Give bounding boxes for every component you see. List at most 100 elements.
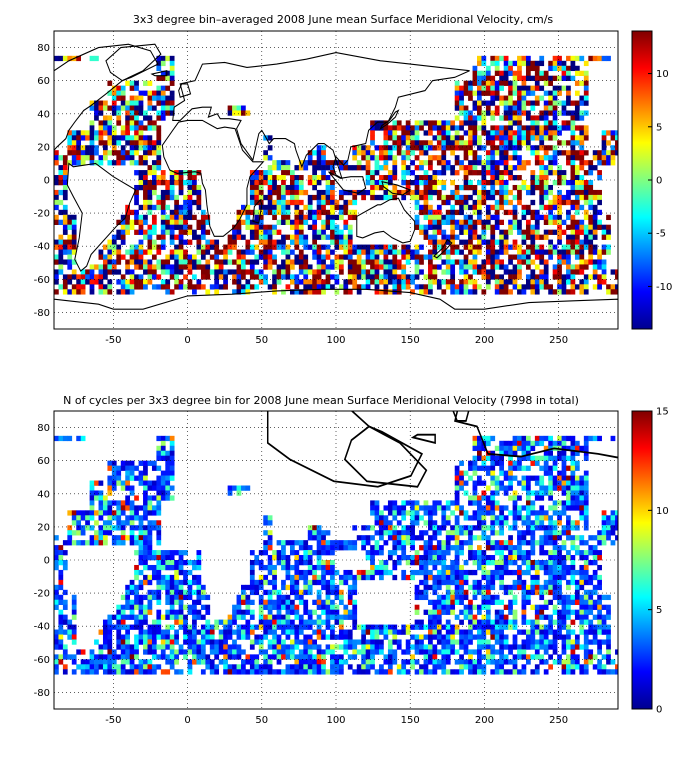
cycles-bin: [347, 609, 353, 615]
velocity-bin: [481, 145, 487, 151]
velocity-bin: [517, 184, 522, 191]
cycles-bin: [80, 435, 86, 442]
cycles-bin: [525, 495, 531, 501]
velocity-bin: [419, 125, 424, 131]
cycles-bin: [102, 510, 108, 516]
velocity-bin: [325, 189, 331, 196]
cycles-bin: [552, 560, 558, 566]
velocity-bin: [459, 90, 464, 96]
velocity-bin: [160, 75, 166, 81]
velocity-bin: [147, 100, 153, 106]
cycles-bin: [156, 500, 162, 506]
cycles-bin: [561, 500, 567, 506]
cycles-bin: [312, 550, 317, 556]
cycles-bin: [116, 604, 122, 610]
velocity-bin: [281, 199, 286, 206]
cycles-bin: [156, 555, 162, 561]
cycles-bin: [503, 584, 509, 591]
velocity-bin: [468, 140, 473, 146]
velocity-bin: [214, 279, 220, 285]
velocity-bin: [392, 145, 398, 151]
velocity-bin: [481, 269, 487, 275]
velocity-bin: [232, 259, 237, 265]
velocity-bin: [143, 259, 148, 265]
cycles-bin: [494, 445, 500, 452]
velocity-bin: [379, 155, 384, 161]
velocity-bin: [499, 80, 505, 86]
velocity-bin: [570, 264, 576, 270]
cycles-bin: [85, 510, 90, 516]
colorbar-tick-label: 5: [656, 122, 662, 133]
cycles-bin: [477, 589, 482, 596]
cycles-bin: [361, 540, 366, 546]
velocity-bin: [485, 269, 491, 275]
velocity-bin: [89, 289, 95, 295]
cycles-bin: [566, 604, 571, 610]
velocity-bin: [445, 160, 451, 166]
velocity-bin: [419, 160, 424, 166]
cycles-bin: [196, 574, 202, 581]
velocity-bin: [330, 180, 335, 186]
velocity-bin: [539, 145, 545, 151]
velocity-bin: [552, 160, 558, 166]
cycles-bin: [606, 614, 611, 620]
velocity-bin: [54, 244, 59, 250]
cycles-bin: [143, 604, 148, 610]
cycles-bin: [499, 584, 505, 591]
cycles-bin: [579, 500, 585, 506]
velocity-bin: [187, 194, 193, 201]
velocity-bin: [80, 274, 86, 280]
velocity-bin: [356, 254, 362, 260]
cycles-bin: [396, 540, 402, 546]
velocity-bin: [89, 155, 95, 161]
velocity-bin: [485, 224, 491, 230]
velocity-bin: [534, 115, 540, 121]
cycles-bin: [129, 490, 135, 496]
cycles-bin: [196, 589, 202, 596]
velocity-bin: [138, 140, 144, 146]
cycles-bin: [508, 599, 513, 605]
cycles-bin: [472, 460, 478, 466]
cycles-bin: [285, 594, 291, 601]
cycles-bin: [160, 550, 166, 556]
cycles-bin: [419, 579, 424, 586]
cycles-bin: [534, 440, 540, 447]
cycles-bin: [552, 584, 558, 591]
cycles-bin: [588, 594, 594, 601]
velocity-bin: [263, 279, 269, 285]
cycles-bin: [365, 624, 371, 630]
cycles-bin: [156, 550, 162, 556]
cycles-bin: [276, 609, 282, 615]
velocity-bin: [330, 199, 335, 206]
velocity-bin: [499, 264, 505, 270]
velocity-bin: [330, 160, 335, 166]
velocity-bin: [583, 85, 589, 91]
velocity-bin: [588, 199, 594, 206]
velocity-bin: [143, 90, 148, 96]
velocity-bin: [490, 224, 496, 230]
velocity-bin: [548, 100, 553, 106]
velocity-bin: [138, 175, 144, 181]
cycles-bin: [379, 624, 384, 630]
velocity-bin: [574, 284, 580, 290]
velocity-bin: [241, 105, 246, 111]
cycles-bin: [557, 480, 562, 486]
cycles-bin: [321, 545, 326, 551]
velocity-bin: [312, 229, 317, 235]
velocity-bin: [410, 274, 415, 280]
velocity-bin: [223, 259, 228, 265]
cycles-bin: [472, 465, 478, 471]
velocity-bin: [432, 189, 438, 196]
cycles-bin: [521, 560, 527, 566]
velocity-bin: [561, 289, 567, 295]
cycles-bin: [120, 619, 126, 625]
velocity-bin: [312, 289, 317, 295]
velocity-bin: [196, 244, 202, 250]
velocity-bin: [272, 184, 277, 191]
velocity-bin: [151, 219, 157, 225]
cycles-bin: [120, 609, 126, 615]
cycles-bin: [54, 550, 59, 556]
velocity-bin: [521, 160, 527, 166]
velocity-bin: [138, 135, 144, 141]
cycles-bin: [445, 609, 451, 615]
